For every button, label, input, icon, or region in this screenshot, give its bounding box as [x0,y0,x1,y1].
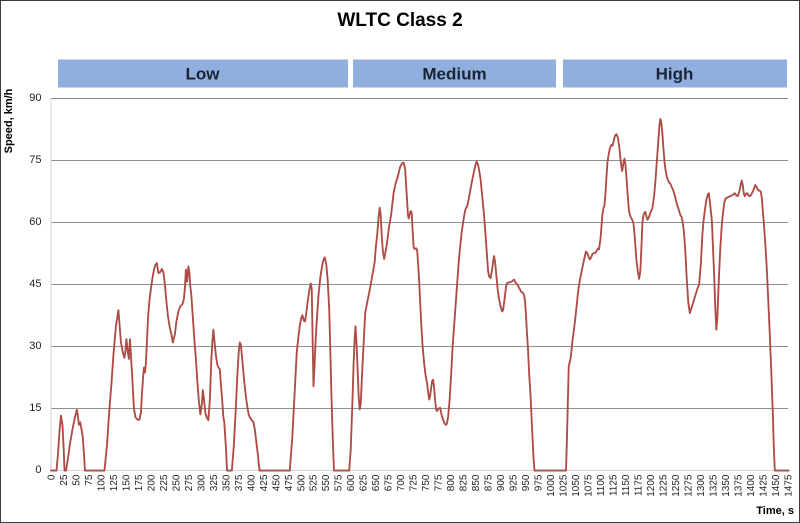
svg-text:625: 625 [359,474,370,491]
svg-text:450: 450 [271,474,282,491]
svg-text:1100: 1100 [596,474,607,496]
svg-text:1275: 1275 [683,474,694,497]
svg-text:1050: 1050 [571,474,582,497]
svg-text:Low: Low [186,65,221,84]
svg-text:Time, s: Time, s [756,505,794,517]
svg-text:75: 75 [84,474,95,486]
svg-text:500: 500 [296,474,307,491]
svg-text:750: 750 [421,474,432,491]
svg-text:1250: 1250 [671,474,682,497]
svg-text:1450: 1450 [771,474,782,497]
svg-text:675: 675 [384,474,395,491]
svg-text:900: 900 [496,474,507,491]
svg-text:125: 125 [109,474,120,491]
svg-text:200: 200 [146,474,157,491]
svg-text:525: 525 [309,474,320,491]
svg-text:600: 600 [346,474,357,491]
svg-text:700: 700 [396,474,407,491]
svg-text:WLTC Class 2: WLTC Class 2 [337,10,462,31]
svg-text:850: 850 [471,474,482,491]
svg-text:1000: 1000 [546,474,557,497]
svg-text:725: 725 [409,474,420,491]
svg-text:250: 250 [171,474,182,491]
svg-text:325: 325 [209,474,220,491]
svg-text:925: 925 [509,474,520,491]
svg-text:650: 650 [371,474,382,491]
svg-text:0: 0 [35,464,41,476]
svg-text:800: 800 [446,474,457,491]
svg-text:425: 425 [259,474,270,491]
svg-text:100: 100 [96,474,107,491]
svg-text:0: 0 [47,474,58,480]
svg-text:50: 50 [71,474,82,486]
svg-text:300: 300 [196,474,207,491]
svg-text:550: 550 [321,474,332,491]
svg-text:1375: 1375 [733,474,744,497]
svg-text:1150: 1150 [621,474,632,496]
svg-text:875: 875 [484,474,495,491]
svg-text:950: 950 [521,474,532,491]
svg-text:575: 575 [334,474,345,491]
svg-text:60: 60 [29,216,41,228]
svg-text:1025: 1025 [558,474,569,497]
svg-text:1300: 1300 [696,474,707,497]
svg-text:1350: 1350 [721,474,732,497]
svg-text:90: 90 [29,92,41,104]
svg-text:1325: 1325 [708,474,719,497]
svg-text:High: High [656,65,694,84]
svg-text:45: 45 [29,278,41,290]
svg-text:75: 75 [29,154,41,166]
svg-text:350: 350 [221,474,232,491]
svg-text:275: 275 [184,474,195,491]
svg-text:1475: 1475 [783,474,794,497]
svg-text:1075: 1075 [583,474,594,497]
svg-text:225: 225 [159,474,170,491]
svg-text:1425: 1425 [758,474,769,497]
svg-text:15: 15 [29,402,41,414]
svg-text:175: 175 [134,474,145,491]
svg-text:25: 25 [59,474,70,486]
svg-text:1400: 1400 [746,474,757,497]
svg-text:775: 775 [434,474,445,491]
svg-text:150: 150 [121,474,132,491]
svg-text:1200: 1200 [646,474,657,497]
svg-text:1125: 1125 [608,474,619,496]
svg-text:1225: 1225 [658,474,669,497]
svg-text:1175: 1175 [633,474,644,496]
svg-text:Speed, km/h: Speed, km/h [3,88,15,153]
svg-text:400: 400 [246,474,257,491]
svg-text:825: 825 [459,474,470,491]
svg-text:975: 975 [534,474,545,491]
svg-text:375: 375 [234,474,245,491]
svg-text:30: 30 [29,340,41,352]
svg-text:475: 475 [284,474,295,491]
svg-text:Medium: Medium [422,65,486,84]
